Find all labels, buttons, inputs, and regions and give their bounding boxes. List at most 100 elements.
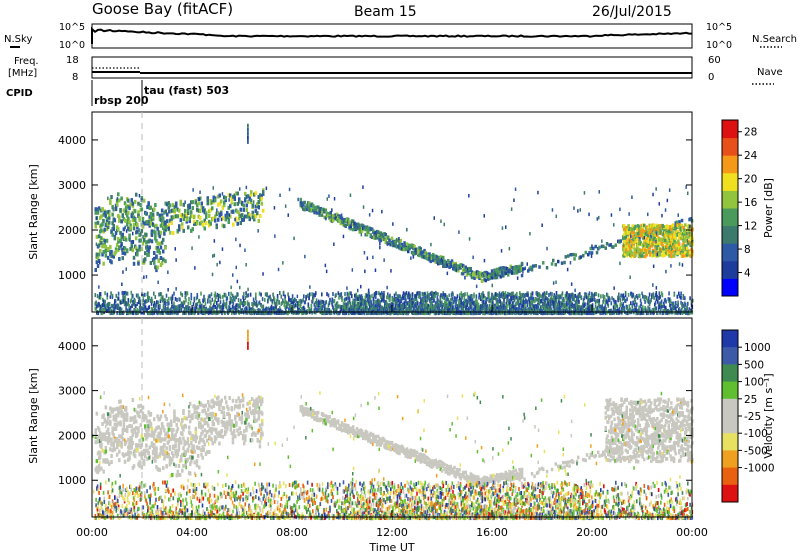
heatmap-cell	[190, 214, 193, 219]
heatmap-cell	[100, 228, 103, 233]
heatmap-cell	[567, 254, 570, 258]
heatmap-cell	[200, 291, 202, 296]
heatmap-cell	[144, 305, 147, 310]
heatmap-cell	[136, 229, 139, 234]
heatmap-cell	[279, 291, 281, 295]
heatmap-cell	[96, 304, 98, 309]
heatmap-cell	[384, 238, 387, 243]
heatmap-cell	[469, 300, 472, 305]
heatmap-cell	[584, 302, 586, 307]
heatmap-cell	[531, 305, 534, 310]
heatmap-cell	[671, 223, 675, 227]
heatmap-cell	[442, 264, 445, 268]
heatmap-cell	[582, 254, 585, 258]
heatmap-cell	[457, 264, 460, 268]
heatmap-cell	[303, 200, 306, 205]
heatmap-cell	[527, 269, 530, 273]
heatmap-cell	[260, 201, 263, 206]
heatmap-cell	[141, 310, 144, 315]
heatmap-cell	[429, 255, 432, 259]
heatmap-cell	[324, 304, 326, 308]
heatmap-cell	[239, 207, 242, 212]
heatmap-cell	[396, 294, 399, 299]
heatmap-cell	[153, 256, 156, 261]
heatmap-cell	[219, 300, 222, 305]
heatmap-cell	[260, 196, 263, 201]
heatmap-cell	[157, 305, 160, 309]
heatmap-cell	[309, 203, 312, 207]
heatmap-cell	[164, 245, 167, 250]
heatmap-cell	[663, 229, 666, 233]
heatmap-cell	[348, 311, 350, 316]
heatmap-cell	[217, 202, 220, 207]
heatmap-cell	[176, 214, 179, 219]
heatmap-cell	[164, 298, 166, 303]
heatmap-cell	[637, 231, 641, 236]
heatmap-cell	[670, 227, 673, 232]
heatmap-cell	[627, 236, 630, 240]
heatmap-cell	[96, 210, 100, 215]
noise-tick-left-top: 10^5	[59, 22, 85, 33]
heatmap-cell	[135, 236, 138, 241]
heatmap-cell	[462, 264, 465, 268]
heatmap-cell	[384, 233, 387, 237]
heatmap-cell	[103, 227, 106, 232]
heatmap-cell	[542, 261, 545, 265]
heatmap-cell	[598, 245, 601, 250]
heatmap-cell	[673, 224, 676, 228]
heatmap-cell	[225, 293, 227, 298]
heatmap-cell	[450, 259, 454, 263]
heatmap-cell	[429, 259, 432, 264]
heatmap-cell	[162, 303, 165, 308]
heatmap-cell	[380, 295, 382, 299]
heatmap-cell	[130, 290, 133, 295]
heatmap-cell	[130, 298, 133, 303]
cpid-label: CPID	[6, 88, 33, 99]
heatmap-cell	[207, 298, 209, 303]
heatmap-cell	[154, 295, 157, 300]
heatmap-cell	[120, 219, 123, 224]
heatmap-cell	[187, 208, 190, 212]
heatmap-cell	[173, 205, 176, 210]
heatmap-cell	[643, 241, 646, 246]
heatmap-cell	[241, 200, 244, 205]
heatmap-cell	[222, 302, 225, 307]
heatmap-cell	[137, 210, 140, 215]
heatmap-cell	[110, 229, 113, 234]
heatmap-cell	[419, 249, 422, 253]
heatmap-cell	[344, 305, 346, 310]
heatmap-cell	[259, 193, 262, 198]
heatmap-cell	[498, 305, 500, 310]
heatmap-cell	[199, 215, 202, 220]
heatmap-cell	[652, 253, 656, 257]
heatmap-cell	[557, 259, 560, 264]
heatmap-cell	[184, 307, 187, 312]
heatmap-cell	[241, 301, 244, 306]
heatmap-cell	[130, 198, 133, 203]
heatmap-cell	[167, 201, 170, 206]
heatmap-cell	[190, 200, 193, 205]
heatmap-cell	[359, 227, 362, 231]
heatmap-cell	[126, 291, 129, 296]
heatmap-cell	[282, 299, 284, 304]
heatmap-cell	[649, 238, 652, 242]
heatmap-cell	[118, 257, 121, 261]
heatmap-cell	[310, 304, 313, 308]
heatmap-cell	[136, 225, 139, 230]
heatmap-cell	[273, 306, 275, 311]
heatmap-cell	[217, 297, 220, 302]
heatmap-cell	[588, 251, 591, 255]
heatmap-cell	[137, 213, 140, 218]
heatmap-cell	[357, 222, 360, 227]
heatmap-cell	[405, 242, 409, 246]
heatmap-cell	[123, 201, 127, 206]
heatmap-cell	[153, 260, 156, 265]
heatmap-cell	[254, 204, 257, 209]
heatmap-cell	[318, 213, 321, 217]
heatmap-cell	[650, 244, 654, 248]
heatmap-cell	[109, 306, 112, 311]
heatmap-cell	[643, 246, 647, 251]
heatmap-cell	[413, 306, 415, 311]
heatmap-cell	[254, 309, 256, 314]
heatmap-cell	[534, 297, 537, 302]
